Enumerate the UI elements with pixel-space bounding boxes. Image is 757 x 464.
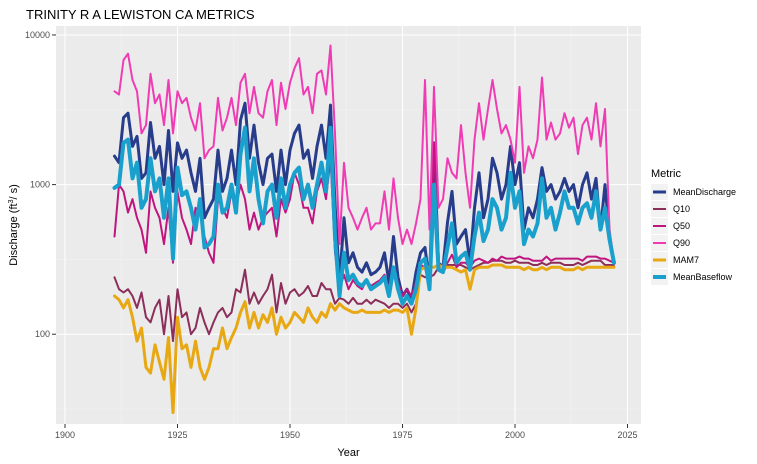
x-tick-label: 1975 [392, 430, 412, 440]
x-axis-title: Year [337, 447, 360, 459]
legend-title: Metric [651, 168, 681, 180]
legend-label-mam7: MAM7 [673, 255, 699, 265]
legend: Metric MeanDischarge Q10 Q50 Q90 MAM7 MeanBas… [651, 168, 736, 285]
y-tick-label: 1000 [30, 180, 50, 190]
x-tick-label: 2000 [505, 430, 525, 440]
x-axis: 1900 1925 1950 1975 2000 2025 [55, 424, 638, 440]
y-tick-label: 10000 [25, 30, 50, 40]
x-tick-label: 2025 [617, 430, 637, 440]
series-line-q10 [113, 259, 615, 343]
y-axis-title-main: Discharge (ft [8, 203, 20, 265]
legend-label-meandischarge: MeanDischarge [673, 187, 736, 197]
legend-label-q90: Q90 [673, 238, 690, 248]
x-tick-label: 1925 [167, 430, 187, 440]
series-line-meandischarge [113, 101, 616, 302]
y-tick-label: 100 [35, 329, 50, 339]
x-tick-label: 1900 [55, 430, 75, 440]
y-axis-title-end: / s) [8, 184, 20, 199]
series-line-q90 [113, 44, 615, 264]
y-axis-title-sup: 3 [8, 199, 15, 203]
series-line-mam7 [113, 263, 616, 414]
legend-label-meanbaseflow: MeanBaseflow [673, 272, 733, 282]
x-tick-label: 1950 [280, 430, 300, 440]
series-group [112, 44, 616, 414]
legend-label-q10: Q10 [673, 204, 690, 214]
y-axis: 100 1000 10000 [25, 30, 56, 339]
series-line-meanbaseflow [112, 125, 616, 306]
y-axis-title: Discharge (ft3/ s) [8, 184, 20, 266]
chart-title: TRINITY R A LEWISTON CA METRICS [26, 7, 255, 22]
legend-label-q50: Q50 [673, 221, 690, 231]
